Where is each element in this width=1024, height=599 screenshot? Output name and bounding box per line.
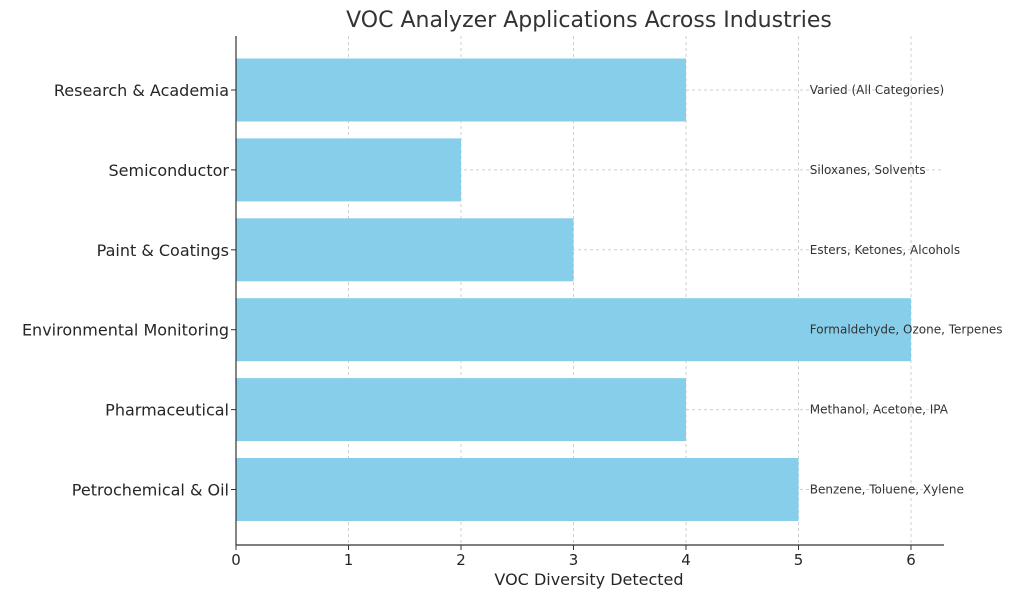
x-tick-label: 3 [569, 551, 579, 569]
category-label: Research & Academia [54, 81, 229, 100]
category-label: Paint & Coatings [97, 241, 229, 260]
x-axis-title: VOC Diversity Detected [494, 570, 683, 589]
x-tick-label: 1 [344, 551, 354, 569]
x-tick-label: 5 [794, 551, 804, 569]
category-label: Environmental Monitoring [22, 321, 229, 340]
label-layer: 0 1 2 3 4 5 6 Petrochemical & Oil Benzene, Tolue… [22, 81, 1003, 569]
bar-layer [236, 58, 911, 521]
bar [236, 138, 461, 202]
bar-annotation: Esters, Ketones, Alcohols [810, 243, 960, 257]
bar-annotation: Benzene, Toluene, Xylene [810, 483, 964, 497]
x-tick-label: 0 [231, 551, 241, 569]
bar-annotation: Varied (All Categories) [810, 83, 944, 97]
x-tick-label: 6 [906, 551, 916, 569]
bar-annotation: Methanol, Acetone, IPA [810, 403, 949, 417]
x-tick-label: 4 [681, 551, 691, 569]
bar [236, 218, 574, 282]
category-label: Semiconductor [109, 161, 230, 180]
category-label: Pharmaceutical [105, 401, 229, 420]
category-label: Petrochemical & Oil [72, 481, 229, 500]
chart-title: VOC Analyzer Applications Across Industr… [346, 8, 832, 33]
x-tick-label: 2 [456, 551, 466, 569]
bar [236, 378, 686, 442]
bar [236, 298, 911, 362]
bar-annotation: Formaldehyde, Ozone, Terpenes [810, 323, 1003, 337]
axis-layer [231, 36, 944, 550]
bar [236, 58, 686, 122]
bar [236, 458, 799, 521]
bar-annotation: Siloxanes, Solvents [810, 163, 926, 177]
